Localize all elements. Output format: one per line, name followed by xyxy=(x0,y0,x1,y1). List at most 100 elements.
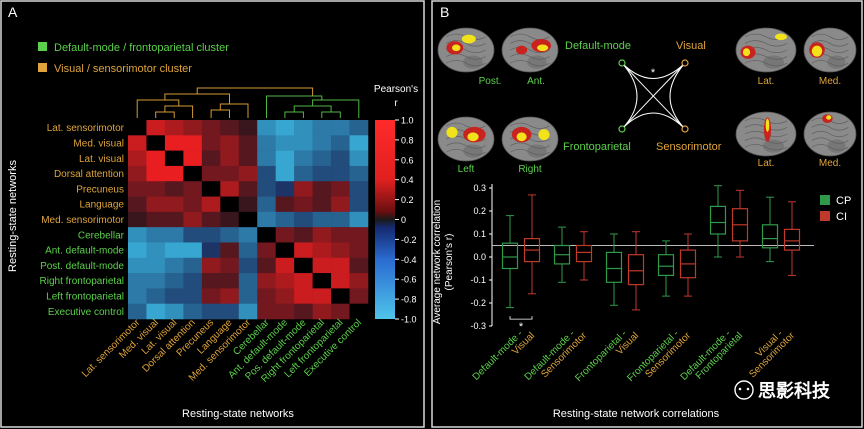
brain-sensorimotor-med-icon xyxy=(803,111,857,157)
heatmap-cell xyxy=(164,242,184,259)
heatmap-cell xyxy=(146,227,166,243)
heatmap-cell xyxy=(275,227,295,243)
heatmap-cell xyxy=(312,303,332,320)
heatmap-cell xyxy=(183,242,203,259)
heatmap-cell xyxy=(312,150,332,167)
heatmap-cell xyxy=(220,150,240,167)
heatmap-cell xyxy=(257,135,276,151)
box-ci xyxy=(679,233,697,297)
watermark-text: 思影科技 xyxy=(758,380,831,401)
brain-visual-med-icon xyxy=(803,27,857,73)
panel-b-frame xyxy=(431,0,863,428)
heatmap-cell xyxy=(312,288,332,304)
heatmap-cell xyxy=(331,196,350,213)
correlation-heatmap xyxy=(128,120,369,320)
box-body xyxy=(627,254,645,286)
heatmap-cell xyxy=(257,196,276,213)
boxplot-y-tick-label: -0.1 xyxy=(470,275,486,285)
heatmap-cell xyxy=(349,242,369,259)
legend-cp: CP xyxy=(836,195,851,207)
legend-ci: CI xyxy=(836,211,847,223)
edge-visual-sensorimotor xyxy=(669,62,686,130)
heatmap-cell xyxy=(349,303,369,320)
heatmap-cell xyxy=(312,120,332,136)
heatmap-cell xyxy=(220,165,240,182)
heatmap-cell xyxy=(146,120,166,136)
heatmap-row-label: Med. sensorimotor xyxy=(41,215,124,226)
box-cp xyxy=(761,196,779,263)
heatmap-cell xyxy=(312,257,332,274)
heatmap-cell xyxy=(201,227,221,243)
heatmap-cell xyxy=(183,211,203,228)
heatmap-cell xyxy=(128,120,147,136)
heatmap-cell xyxy=(294,257,313,274)
heatmap-cell xyxy=(164,120,184,136)
box-ci xyxy=(627,231,645,311)
boxplot-y-tick-label: 0.0 xyxy=(473,252,486,262)
network-diagram: * xyxy=(618,59,689,133)
heatmap-cell xyxy=(220,227,240,243)
heatmap-cell xyxy=(331,273,350,289)
heatmap-cell xyxy=(238,211,258,228)
node-frontoparietal xyxy=(618,125,626,133)
heatmap-cell xyxy=(128,211,147,228)
heatmap-cell xyxy=(220,288,240,304)
heatmap-cell xyxy=(164,288,184,304)
heatmap-cell xyxy=(183,303,203,320)
network-label-frontoparietal: Frontoparietal xyxy=(563,141,631,153)
heatmap-cell xyxy=(349,257,369,274)
heatmap-cell xyxy=(275,257,295,274)
heatmap-cell xyxy=(275,303,295,320)
heatmap-cell xyxy=(220,181,240,197)
heatmap-cell xyxy=(294,196,313,213)
heatmap-cell xyxy=(294,165,313,182)
heatmap-cell xyxy=(201,242,221,259)
heatmap-cell xyxy=(331,165,350,182)
heatmap-cell xyxy=(220,242,240,259)
box-cp xyxy=(605,233,623,306)
heatmap-cell xyxy=(331,120,350,136)
heatmap-cell xyxy=(275,196,295,213)
heatmap-cell xyxy=(146,150,166,167)
heatmap-cell xyxy=(294,288,313,304)
box-body xyxy=(709,205,727,235)
colorbar-tick-label: 0.6 xyxy=(401,155,414,165)
heatmap-cell xyxy=(275,135,295,151)
box-cp xyxy=(709,185,727,258)
watermark: 思影科技 xyxy=(734,380,831,401)
node-default-mode xyxy=(618,59,626,67)
heatmap-cell xyxy=(238,165,258,182)
boxplot-y-tick-label: 0.3 xyxy=(473,183,486,193)
heatmap-cell xyxy=(294,273,313,289)
heatmap-cell xyxy=(128,227,147,243)
heatmap-cell xyxy=(183,227,203,243)
heatmap-cell xyxy=(294,303,313,320)
watermark-logo-icon xyxy=(734,380,754,400)
boxplot-y-tick-label: 0.1 xyxy=(473,229,486,239)
dendrogram-branch xyxy=(136,99,180,118)
heatmap-cell xyxy=(331,211,350,228)
heatmap-cell xyxy=(275,211,295,228)
heatmap-cell xyxy=(294,181,313,197)
heatmap-cell xyxy=(164,165,184,182)
heatmap-cell xyxy=(349,227,369,243)
brain-label-right: Right xyxy=(518,164,542,175)
colorbar-title-r: r xyxy=(394,98,398,109)
heatmap-cell xyxy=(146,242,166,259)
heatmap-cell xyxy=(183,288,203,304)
heatmap-cell xyxy=(146,181,166,197)
heatmap-cell xyxy=(257,257,276,274)
heatmap-cell xyxy=(349,273,369,289)
brain-label-lat-top: Lat. xyxy=(758,76,775,87)
colorbar-tick-label: -1.0 xyxy=(401,315,417,325)
box-body xyxy=(501,242,519,270)
legend-visual-sensorimotor: Visual / sensorimotor cluster xyxy=(54,63,192,75)
heatmap-cell xyxy=(312,181,332,197)
heatmap-cell xyxy=(146,196,166,213)
heatmap-cell xyxy=(128,135,147,151)
significance-bracket xyxy=(509,316,533,320)
heatmap-cell xyxy=(238,303,258,320)
heatmap-cell xyxy=(201,135,221,151)
heatmap-cell xyxy=(238,288,258,304)
heatmap-cell xyxy=(312,227,332,243)
